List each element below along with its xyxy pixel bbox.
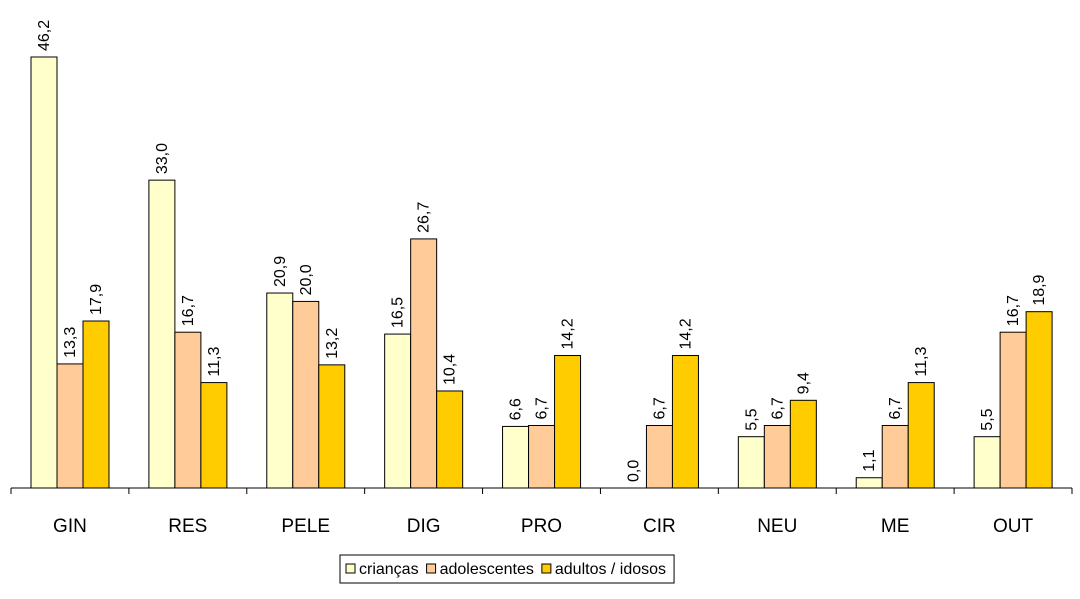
bar-res-2 — [201, 383, 227, 488]
value-label: 16,5 — [390, 297, 407, 328]
legend-label-0: crianças — [359, 561, 419, 578]
legend-label-1: adolescentes — [440, 561, 534, 578]
value-label: 14,2 — [677, 318, 694, 349]
bar-neu-2 — [790, 400, 816, 488]
value-label: 20,9 — [272, 256, 289, 287]
value-label: 33,0 — [154, 143, 171, 174]
value-label: 18,9 — [1031, 274, 1048, 305]
legend: crianças adolescentes adultos / idosos — [340, 555, 674, 583]
bar-cir-1 — [646, 425, 672, 488]
bar-res-0 — [149, 180, 175, 488]
category-label-pro: PRO — [521, 516, 562, 537]
category-label-res: RES — [168, 516, 207, 537]
legend-swatch-1 — [427, 564, 436, 573]
bar-dig-2 — [437, 391, 463, 488]
value-label: 6,6 — [508, 398, 525, 420]
bar-pro-2 — [555, 356, 581, 488]
bar-dig-1 — [411, 239, 437, 488]
value-label: 6,7 — [534, 397, 551, 419]
value-label: 11,3 — [206, 347, 223, 377]
value-label: 1,1 — [861, 449, 878, 471]
bar-out-2 — [1026, 312, 1052, 488]
category-label-neu: NEU — [757, 516, 797, 537]
legend-swatch-0 — [346, 564, 355, 573]
bar-pele-0 — [267, 293, 293, 488]
x-axis-ticks — [11, 488, 1072, 494]
value-label: 14,2 — [560, 318, 577, 349]
bar-me-2 — [908, 383, 934, 488]
value-label: 0,0 — [625, 460, 642, 482]
bar-neu-1 — [764, 425, 790, 488]
value-label: 5,5 — [979, 408, 996, 430]
value-label: 9,4 — [795, 372, 812, 394]
bar-pele-1 — [293, 301, 319, 488]
category-label-dig: DIG — [407, 516, 441, 537]
bar-dig-0 — [385, 334, 411, 488]
bar-me-1 — [882, 425, 908, 488]
value-label: 46,2 — [36, 20, 53, 51]
value-label: 26,7 — [416, 202, 433, 233]
bars-layer — [31, 57, 1052, 488]
bar-gin-0 — [31, 57, 57, 488]
value-label: 16,7 — [180, 295, 197, 326]
bar-neu-0 — [738, 437, 764, 488]
value-label: 5,5 — [743, 408, 760, 430]
category-labels-layer: GIN RES PELE DIG PRO CIR NEU ME OUT — [53, 516, 1033, 537]
value-label: 17,9 — [88, 284, 105, 315]
value-label: 6,7 — [769, 397, 786, 419]
value-label: 13,2 — [324, 328, 341, 359]
value-label: 16,7 — [1005, 295, 1022, 326]
bar-gin-1 — [57, 364, 83, 488]
category-label-me: ME — [881, 516, 910, 537]
category-label-gin: GIN — [53, 516, 87, 537]
category-label-out: OUT — [993, 516, 1034, 537]
category-label-pele: PELE — [281, 516, 330, 537]
bar-pele-2 — [319, 365, 345, 488]
legend-swatch-2 — [542, 564, 551, 573]
category-label-cir: CIR — [643, 516, 676, 537]
bar-res-1 — [175, 332, 201, 488]
bar-me-0 — [856, 478, 882, 488]
bar-out-0 — [974, 437, 1000, 488]
value-label: 6,7 — [651, 397, 668, 419]
value-label: 11,3 — [913, 347, 930, 377]
bar-pro-1 — [529, 425, 555, 488]
bar-gin-2 — [83, 321, 109, 488]
value-label: 6,7 — [887, 397, 904, 419]
bar-cir-2 — [672, 356, 698, 488]
value-label: 13,3 — [62, 327, 79, 358]
value-label: 10,4 — [442, 354, 459, 385]
value-label: 20,0 — [298, 264, 315, 295]
bar-out-1 — [1000, 332, 1026, 488]
legend-label-2: adultos / idosos — [555, 561, 666, 578]
bar-pro-0 — [503, 426, 529, 488]
